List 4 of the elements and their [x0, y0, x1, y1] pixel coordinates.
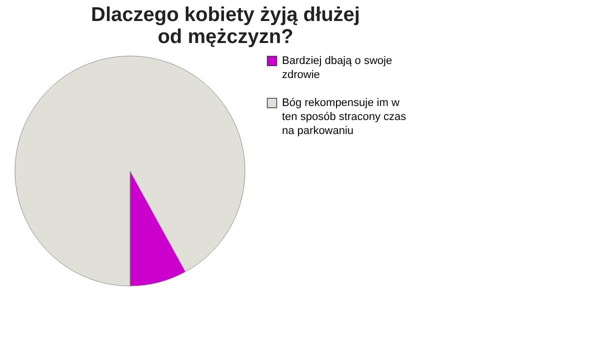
pie-slice [14, 56, 246, 286]
legend-label: Bóg rekompensuje im w ten sposób stracony czas na parkowaniu [282, 97, 407, 137]
legend-label: Bardziej dbają o swoje zdrowie [282, 55, 392, 81]
chart-title: Dlaczego kobiety żyją dłużej od mężczyzn? [91, 4, 360, 48]
